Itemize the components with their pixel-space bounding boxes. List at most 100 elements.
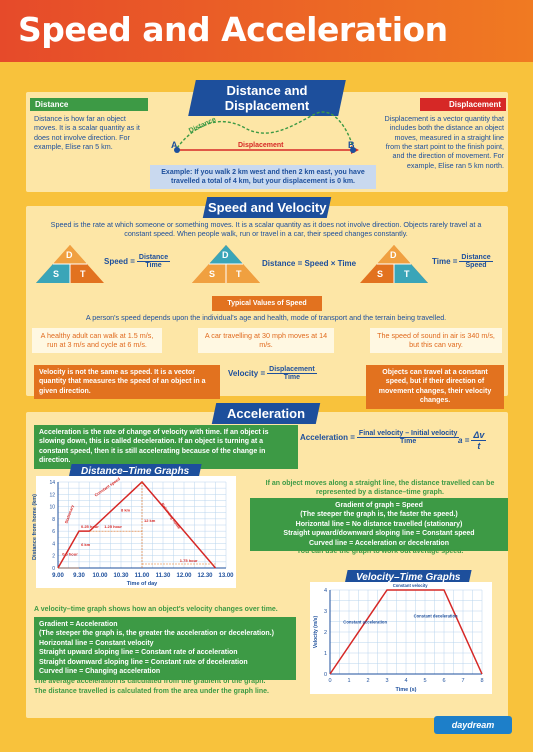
dt-ann: Returning home — [160, 502, 182, 531]
dt-x-tick: 11.30 — [156, 573, 171, 579]
acceleration-formula-den: Time — [400, 438, 417, 445]
tri3-s: S — [377, 269, 384, 279]
acceleration-short-formula: a = Δv t — [458, 430, 487, 451]
vt-side-1: A velocity–time graph shows how an objec… — [34, 606, 278, 613]
displacement-text: Displacement is a vector quantity that i… — [384, 114, 504, 170]
vt-side-3: (The steeper the graph is, the greater t… — [39, 630, 274, 638]
acceleration-formula: Acceleration = Final velocity – Initial … — [300, 430, 460, 445]
dt-y-tick: 10 — [49, 505, 55, 511]
tri3-d: D — [390, 250, 397, 260]
dt-y-tick: 0 — [52, 566, 55, 572]
velocity-note: Objects can travel at a constant speed, … — [366, 365, 504, 409]
page-title: Speed and Acceleration — [18, 10, 448, 49]
tri1-d: D — [66, 250, 73, 260]
dt-ann: 0.25 hour — [81, 524, 99, 529]
dt-side-5: Straight upward/downward sloping line = … — [283, 530, 475, 538]
dt-side-4: Horizontal line = No distance travelled … — [295, 520, 463, 528]
typical-values-tag: Typical Values of Speed — [212, 296, 322, 312]
time-formula-num: Distance — [459, 254, 493, 262]
dt-ann: 6 km — [81, 542, 91, 547]
vt-graph: 0 1 2 3 4 5 6 7 8 0 1 2 3 4 Time (s) Velocity (m/s) Cons… — [313, 583, 484, 693]
tri2-t: T — [236, 269, 242, 279]
dt-x-tick: 10.00 — [92, 573, 108, 579]
vt-side-4: Horizontal line = Constant velocity — [39, 639, 154, 647]
dt-side-2: Gradient of graph = Speed — [335, 502, 423, 509]
dt-xlabel: Time of day — [127, 581, 158, 587]
vt-x-tick: 4 — [404, 678, 407, 684]
dt-ann: 1.25 hour — [104, 524, 122, 529]
velocity-formula-num: Displacement — [267, 366, 317, 374]
dt-side-3: (The steeper the graph is, the faster th… — [300, 511, 458, 519]
vt-y-tick: 0 — [324, 672, 327, 678]
distance-formula: Distance = Speed × Time — [262, 259, 357, 268]
dt-x-tick: 12.00 — [176, 573, 192, 579]
displacement-tag: Displacement — [420, 98, 506, 111]
acceleration-heading: Acceleration — [211, 403, 321, 424]
vt-x-tick: 8 — [480, 678, 483, 684]
dt-y-tick: 8 — [52, 517, 55, 523]
speed-intro: Speed is the rate at which someone or so… — [50, 220, 482, 239]
speed-heading: Speed and Velocity — [202, 197, 332, 218]
dt-y-tick: 12 — [49, 492, 55, 498]
header-banner — [0, 0, 533, 62]
speed-formula-den: Time — [145, 262, 162, 269]
dt-x-tick: 13.00 — [218, 573, 234, 579]
displacement-diagram — [174, 111, 359, 154]
dt-ann: 0.5 hour — [62, 552, 78, 557]
time-formula: Time = Distance Speed — [432, 254, 493, 269]
point-b-label: B — [348, 140, 355, 150]
typical-value-2: A car travelling at 30 mph moves at 14 m… — [198, 328, 334, 353]
dt-ann: 12 km — [144, 518, 156, 523]
a-short-num: Δv — [471, 430, 487, 441]
vt-side-9: The distance travelled is calculated fro… — [34, 688, 269, 695]
tri3-t: T — [404, 269, 410, 279]
vt-xlabel: Time (s) — [396, 687, 417, 693]
vt-x-tick: 7 — [461, 678, 464, 684]
vt-x-tick: 3 — [385, 678, 388, 684]
distance-triangle — [192, 245, 260, 283]
speed-formula-num: Distance — [136, 254, 171, 262]
vt-side-5: Straight upward sloping line = Constant … — [39, 649, 238, 657]
speed-triangle — [36, 245, 104, 283]
dt-x-tick: 11.00 — [135, 573, 150, 579]
dt-side-box: Gradient of graph = Speed (The steeper t… — [250, 498, 508, 552]
a-short-den: t — [477, 441, 481, 451]
vt-x-tick: 1 — [347, 678, 350, 684]
dt-ylabel: Distance from home (km) — [32, 494, 38, 561]
tri1-s: S — [53, 269, 60, 279]
dt-graph: 9.00 9.30 10.00 10.30 11.00 11.30 12.00 12.30 13… — [49, 476, 234, 587]
vt-side-8: The average acceleration is calculated f… — [34, 678, 266, 685]
typical-value-1: A healthy adult can walk at 1.5 m/s, run… — [32, 328, 162, 353]
dt-side-7: You can use the graph to work out averag… — [296, 548, 464, 555]
vt-x-tick: 2 — [366, 678, 369, 684]
acceleration-formula-num: Final velocity – Initial velocity — [356, 430, 460, 438]
logo-text: daydream — [451, 720, 495, 730]
time-triangle — [360, 245, 428, 283]
dt-x-tick: 12.30 — [197, 573, 213, 579]
vt-ylabel: Velocity (m/s) — [313, 616, 319, 649]
dt-y-tick: 14 — [49, 480, 55, 486]
dt-x-tick: 9.00 — [52, 573, 64, 579]
vt-y-tick: 4 — [324, 588, 327, 594]
dt-side-6: Curved line = Acceleration or decelerati… — [309, 539, 449, 547]
dt-ann: Stationary — [63, 503, 75, 524]
vt-x-tick: 6 — [442, 678, 445, 684]
distance-text: Distance is how far an object moves. It … — [34, 114, 140, 152]
vt-y-tick: 2 — [324, 630, 327, 636]
point-a-label: A — [171, 140, 178, 150]
vt-x-tick: 0 — [328, 678, 331, 684]
vt-line — [329, 589, 483, 675]
vt-ann-constant: Constant velocity — [393, 583, 429, 588]
distance-tag: Distance — [30, 98, 148, 111]
vt-y-tick: 1 — [324, 651, 327, 657]
dt-y-tick: 4 — [52, 541, 55, 547]
time-formula-den: Speed — [465, 262, 487, 269]
dt-graph-bg — [36, 476, 236, 588]
vt-side-2: Gradient = Acceleration — [39, 621, 118, 628]
vt-side-6: Straight downward sloping line = Constan… — [39, 658, 248, 666]
velocity-formula-den: Time — [283, 374, 301, 381]
vt-side-7: Curved line = Changing acceleration — [39, 668, 161, 676]
diagram-displacement-label: Displacement — [238, 142, 284, 149]
tri2-d: D — [222, 250, 229, 260]
dt-ann: 1.75 hour — [180, 558, 198, 563]
